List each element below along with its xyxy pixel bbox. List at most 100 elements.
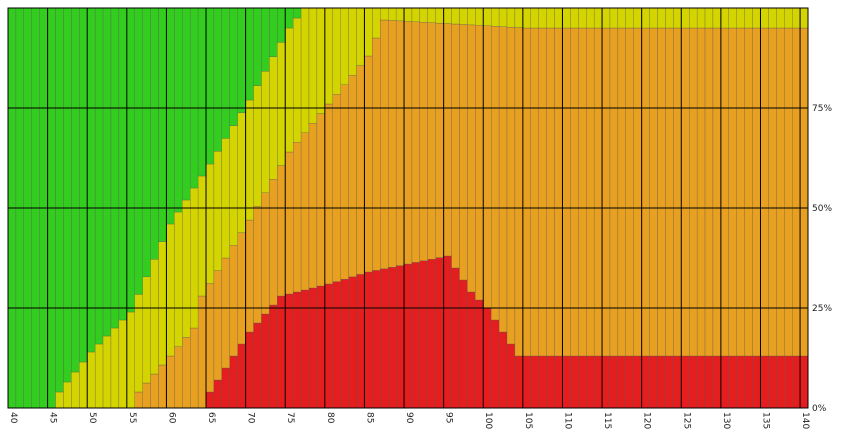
bar-83-orange: [348, 75, 357, 277]
bar-49-green: [79, 7, 88, 363]
bar-72-yellow: [261, 71, 270, 193]
bar-75-orange: [285, 151, 294, 295]
bar-139-orange: [792, 27, 801, 357]
bar-112-yellow: [578, 7, 587, 29]
bar-73-red: [269, 304, 278, 409]
bar-76-orange: [292, 142, 302, 293]
bar-136-orange: [768, 27, 777, 357]
bar-65-yellow: [205, 163, 215, 284]
x-tick-label: 90: [404, 412, 414, 424]
bar-126-red: [689, 355, 698, 409]
bar-131-orange: [728, 27, 737, 357]
bar-92-red: [419, 260, 428, 409]
bar-51-yellow: [94, 343, 104, 409]
bar-121-yellow: [649, 7, 658, 29]
bar-58-yellow: [150, 259, 159, 375]
x-tick-label: 125: [681, 412, 691, 429]
bar-129-red: [712, 355, 722, 409]
bar-114-yellow: [593, 7, 603, 29]
bar-120-red: [641, 355, 650, 409]
bar-140-red: [799, 355, 809, 409]
bar-60-yellow: [166, 223, 175, 357]
bar-111-orange: [570, 27, 579, 357]
x-tick-label: 120: [642, 412, 652, 429]
bar-111-yellow: [570, 7, 579, 29]
bar-63-yellow: [190, 187, 199, 329]
bar-123-orange: [665, 27, 674, 357]
bar-61-orange: [174, 346, 183, 409]
bar-64-orange: [197, 295, 207, 409]
bar-105-orange: [522, 27, 531, 357]
bar-121-orange: [649, 27, 658, 357]
bar-64-yellow: [197, 175, 207, 297]
bar-126-yellow: [689, 7, 698, 29]
bar-127-red: [696, 355, 706, 409]
bar-56-green: [134, 7, 143, 295]
bar-78-red: [308, 287, 318, 409]
bar-50-yellow: [87, 351, 96, 409]
bar-67-orange: [221, 257, 230, 369]
bar-95-red: [443, 255, 452, 409]
bar-125-red: [681, 355, 690, 409]
bar-80-yellow: [324, 7, 333, 105]
bar-116-yellow: [609, 7, 619, 29]
x-tick-label: 85: [364, 412, 374, 423]
bar-119-orange: [633, 27, 642, 357]
bar-129-yellow: [712, 7, 722, 29]
bar-115-yellow: [601, 7, 611, 29]
bar-136-red: [768, 355, 777, 409]
bar-104-yellow: [514, 7, 523, 28]
bar-101-orange: [491, 26, 500, 321]
bar-95-orange: [443, 23, 452, 257]
bar-80-red: [324, 283, 333, 409]
bar-104-orange: [514, 27, 523, 357]
bar-99-red: [475, 299, 484, 409]
bar-84-yellow: [356, 7, 365, 66]
bar-48-green: [71, 7, 80, 373]
bar-46-yellow: [55, 391, 64, 409]
bar-110-orange: [562, 27, 571, 357]
bar-96-red: [451, 267, 460, 409]
bar-46-green: [55, 7, 64, 393]
bar-73-yellow: [269, 56, 278, 180]
bar-76-green: [292, 7, 302, 19]
bar-66-yellow: [213, 151, 223, 271]
bar-118-yellow: [625, 7, 634, 29]
bar-91-red: [411, 262, 421, 409]
bar-65-green: [205, 7, 215, 165]
bar-113-yellow: [586, 7, 595, 29]
bar-73-green: [269, 7, 278, 57]
bar-124-red: [673, 355, 682, 409]
bar-95-yellow: [443, 7, 452, 24]
bar-92-yellow: [419, 7, 428, 23]
bar-81-orange: [332, 94, 341, 282]
bar-98-orange: [467, 24, 476, 293]
bar-116-orange: [609, 27, 619, 357]
bar-138-yellow: [784, 7, 793, 29]
bar-108-red: [546, 355, 555, 409]
bar-90-red: [403, 263, 413, 409]
bar-60-green: [166, 7, 175, 225]
bar-77-yellow: [300, 7, 310, 133]
bar-72-orange: [261, 192, 270, 315]
bar-56-yellow: [134, 294, 143, 393]
bar-121-red: [649, 355, 658, 409]
bar-81-red: [332, 281, 341, 409]
bar-114-orange: [593, 27, 603, 357]
bar-117-red: [617, 355, 626, 409]
bar-137-orange: [776, 27, 785, 357]
y-axis-labels: 0% 25% 50% 75%: [812, 104, 832, 414]
bar-84-orange: [356, 65, 365, 275]
bar-50-green: [87, 7, 96, 353]
bar-54-yellow: [118, 319, 127, 409]
bar-86-red: [372, 270, 381, 409]
x-tick-label: 65: [206, 412, 216, 423]
y-tick-label: 0%: [812, 404, 827, 414]
bar-104-red: [514, 355, 523, 409]
bar-91-yellow: [411, 7, 421, 22]
bar-96-yellow: [451, 7, 460, 25]
bar-135-orange: [760, 27, 769, 357]
bar-107-orange: [538, 27, 547, 357]
bar-125-yellow: [681, 7, 690, 29]
bar-138-red: [784, 355, 793, 409]
